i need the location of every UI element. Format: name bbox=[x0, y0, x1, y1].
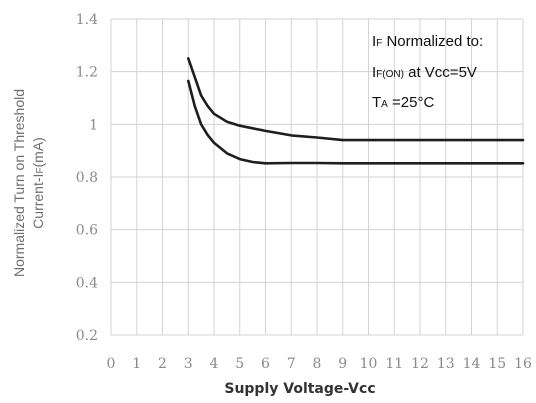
y-axis-title-line2: Current-IF(mA) bbox=[30, 137, 46, 229]
x-tick-labels: 0 1 2 3 4 5 6 7 8 9 10 11 12 13 14 15 16 bbox=[107, 356, 532, 372]
grid-layer bbox=[110, 18, 524, 336]
x-axis-title: Supply Voltage-Vcc bbox=[224, 381, 375, 397]
x-tick-label: 12 bbox=[411, 356, 429, 372]
x-tick-label: 8 bbox=[313, 356, 322, 372]
x-tick-label: 15 bbox=[488, 356, 506, 372]
annotation-line-1: IF Normalized to: bbox=[372, 33, 483, 50]
x-tick-label: 9 bbox=[338, 356, 347, 372]
x-tick-label: 14 bbox=[463, 356, 481, 372]
x-tick-label: 16 bbox=[514, 356, 532, 372]
series-line-2 bbox=[187, 79, 525, 165]
x-tick-label: 10 bbox=[360, 356, 378, 372]
x-tick-label: 11 bbox=[385, 356, 403, 372]
annotation-line-2: IF(ON) at Vcc=5V bbox=[372, 64, 477, 81]
y-tick-label: 1.4 bbox=[76, 12, 98, 28]
y-tick-label: 0.8 bbox=[76, 170, 98, 186]
y-tick-label: 1 bbox=[89, 117, 98, 133]
y-tick-labels: 0.2 0.4 0.6 0.8 1 1.2 1.4 bbox=[76, 12, 98, 344]
x-tick-label: 1 bbox=[132, 356, 141, 372]
x-tick-label: 6 bbox=[261, 356, 270, 372]
annotation-line-3: TA =25°C bbox=[372, 94, 434, 111]
x-tick-label: 4 bbox=[210, 356, 219, 372]
x-tick-label: 3 bbox=[184, 356, 193, 372]
x-tick-label: 5 bbox=[235, 356, 244, 372]
y-tick-label: 1.2 bbox=[76, 65, 98, 81]
x-tick-label: 7 bbox=[287, 356, 296, 372]
legend-annotation: IF Normalized to: IF(ON) at Vcc=5V TA =2… bbox=[372, 33, 483, 111]
x-tick-label: 2 bbox=[158, 356, 167, 372]
x-tick-label: 0 bbox=[107, 356, 116, 372]
y-axis-title: Normalized Turn on Threshold bbox=[11, 89, 27, 277]
y-tick-label: 0.4 bbox=[76, 275, 98, 291]
y-tick-label: 0.2 bbox=[76, 328, 98, 344]
series-layer bbox=[187, 57, 525, 165]
y-tick-label: 0.6 bbox=[76, 223, 98, 239]
series-line-1 bbox=[187, 57, 525, 142]
x-tick-label: 13 bbox=[437, 356, 455, 372]
